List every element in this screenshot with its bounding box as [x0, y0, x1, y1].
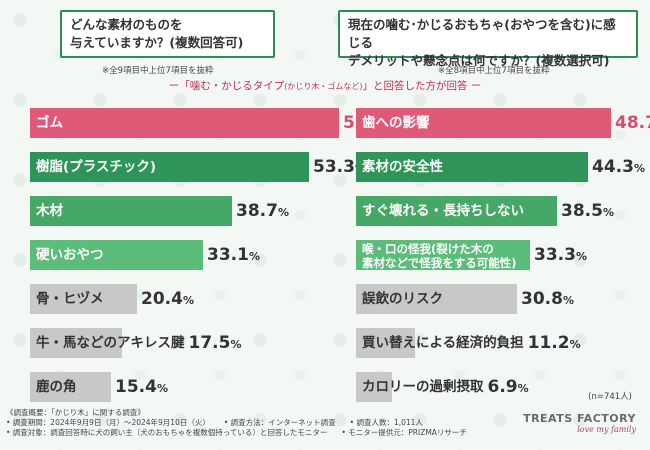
- bar-1-2: [356, 196, 557, 226]
- bar-value-0-5: 17.5%: [189, 328, 242, 358]
- bar-label-0-1: 樹脂(プラスチック): [36, 159, 157, 175]
- footer-method: • 調査方法：インターネット調査: [223, 418, 336, 427]
- bar-label-0-4: 骨・ヒヅメ: [36, 291, 104, 307]
- bar-value-number-0-2: 38.7: [236, 201, 278, 221]
- bar-value-number-1-1: 44.3: [592, 157, 634, 177]
- bar-value-unit-1-2: %: [602, 206, 614, 219]
- bar-0-1: [30, 152, 309, 182]
- bar-value-unit-0-2: %: [277, 206, 289, 219]
- bar-value-0-2: 38.7%: [236, 196, 289, 226]
- bar-label-0-3: 硬いおやつ: [36, 247, 104, 263]
- sample-size-label: (n=741人): [588, 392, 632, 402]
- condition-suffix: 」と回答した方が回答 ー: [362, 80, 482, 92]
- bar-0-6: [30, 372, 111, 402]
- respondent-condition: ー「噛む・かじるタイプ(かじり木・ゴムなど)」と回答した方が回答 ー: [0, 78, 650, 93]
- bar-value-number-1-2: 38.5: [561, 201, 603, 221]
- logo-main-text: TREATS FACTORY: [523, 412, 636, 425]
- bar-value-unit-1-5: %: [569, 338, 581, 351]
- bar-value-0-6: 15.4%: [115, 372, 168, 402]
- bar-0-5: [30, 328, 122, 358]
- bar-1-6: [356, 372, 392, 402]
- bar-value-1-4: 30.8%: [521, 284, 574, 314]
- bar-value-1-3: 33.3%: [534, 240, 587, 270]
- bar-value-1-1: 44.3%: [592, 152, 645, 182]
- bar-value-unit-1-3: %: [575, 250, 587, 263]
- bar-value-1-0: 48.7%: [615, 108, 650, 138]
- bar-label-1-5: 買い替えによる経済的負担: [362, 335, 524, 351]
- bar-value-number-1-3: 33.3: [534, 245, 576, 265]
- bar-label-0-6: 鹿の角: [36, 379, 77, 395]
- bar-0-0: [30, 108, 339, 138]
- bar-label-0-2: 木材: [36, 203, 63, 219]
- bar-1-4: [356, 284, 517, 314]
- bar-label-1-6: カロリーの過剰摂取: [362, 379, 484, 395]
- logo-sub-text: love my family: [577, 425, 636, 434]
- bar-value-unit-0-4: %: [182, 294, 194, 307]
- bar-0-3: [30, 240, 203, 270]
- bar-value-number-0-6: 15.4: [115, 377, 157, 397]
- question-right: 現在の噛む･かじるおもちゃ(おやつを含む)に感じる デメリットや懸念点は何ですか…: [348, 17, 616, 68]
- footer-provider: • モニター提供元：PRIZMAリサーチ: [341, 428, 467, 437]
- bar-value-unit-1-6: %: [517, 382, 529, 395]
- bar-value-unit-0-6: %: [156, 382, 168, 395]
- bar-value-number-0-5: 17.5: [188, 333, 231, 353]
- bar-label-1-1: 素材の安全性: [362, 159, 443, 175]
- question-left: どんな素材のものを 与えていますか？(複数回答可): [70, 17, 244, 50]
- bar-1-0: [356, 108, 611, 138]
- bar-1-1: [356, 152, 588, 182]
- bar-value-1-5: 11.2%: [528, 328, 581, 358]
- bar-value-0-4: 20.4%: [141, 284, 194, 314]
- footer-count: • 調査人数：1,011人: [349, 418, 423, 427]
- bar-value-1-2: 38.5%: [561, 196, 614, 226]
- bar-0-4: [30, 284, 137, 314]
- bar-1-5: [356, 328, 415, 358]
- bar-value-number-0-4: 20.4: [141, 289, 183, 309]
- brand-logo: TREATS FACTORY love my family: [523, 412, 636, 434]
- bar-value-unit-1-4: %: [562, 294, 574, 307]
- bar-value-unit-1-1: %: [633, 162, 645, 175]
- bar-value-number-0-3: 33.1: [207, 245, 249, 265]
- bar-value-unit-0-5: %: [230, 338, 242, 351]
- bar-label-1-3: 喉・口の怪我(裂けた木の 素材などで怪我をする可能性): [362, 242, 517, 270]
- bar-value-number-1-5: 11.2: [527, 333, 570, 353]
- footer-target: • 調査対象：調査回答時に犬の飼い主（犬のおもちゃを複数個持っている）と回答した…: [6, 428, 328, 437]
- bar-label-1-2: すぐ壊れる・長持ちしない: [362, 203, 524, 219]
- bar-label-1-0: 歯への影響: [362, 115, 430, 131]
- condition-prefix: ー「噛む・かじるタイプ: [168, 80, 285, 92]
- bar-value-number-0-1: 53.3: [313, 157, 355, 177]
- bar-value-number-1-4: 30.8: [521, 289, 563, 309]
- footer-title: 《調査概要：「かじり木」に関する調査》: [6, 408, 145, 417]
- survey-footer: 《調査概要：「かじり木」に関する調査》 • 調査期間：2024年9月9日（月）〜…: [6, 408, 467, 438]
- condition-small: (かじり木・ゴムなど): [284, 82, 363, 91]
- footer-period: • 調査期間：2024年9月9日（月）〜2024年9月10日（火）: [6, 418, 210, 427]
- bar-value-number-1-6: 6.9: [487, 377, 518, 397]
- note-right: ※全8項目中上位7項目を抜粋: [438, 66, 550, 76]
- bar-label-0-5: 牛・馬などのアキレス腱: [36, 335, 185, 351]
- bar-label-0-0: ゴム: [36, 115, 63, 131]
- bar-value-1-6: 6.9%: [488, 372, 529, 402]
- question-box-right: 現在の噛む･かじるおもちゃ(おやつを含む)に感じる デメリットや懸念点は何ですか…: [338, 10, 638, 68]
- note-left: ※全9項目中上位7項目を抜粋: [102, 66, 214, 76]
- question-box-left: どんな素材のものを 与えていますか？(複数回答可): [60, 10, 275, 58]
- bar-label-1-4: 誤飲のリスク: [362, 291, 443, 307]
- bar-value-unit-0-3: %: [248, 250, 260, 263]
- bar-0-2: [30, 196, 232, 226]
- bar-value-number-1-0: 48.7: [615, 113, 650, 133]
- bar-value-0-3: 33.1%: [207, 240, 260, 270]
- bar-1-3: [356, 240, 530, 270]
